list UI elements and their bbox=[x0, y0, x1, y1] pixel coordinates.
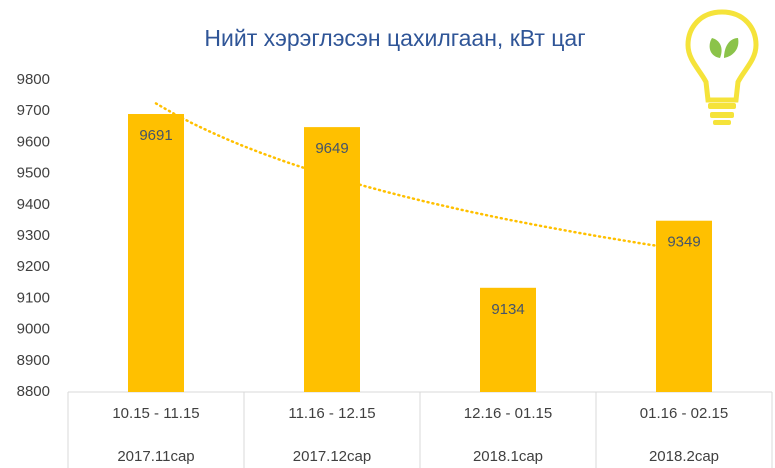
data-label: 9649 bbox=[315, 140, 348, 157]
x-group-label: 2017.11сар bbox=[117, 448, 194, 465]
data-label: 9349 bbox=[667, 234, 700, 251]
x-tick-label: 10.15 - 11.15 bbox=[112, 405, 199, 422]
x-group-label: 2018.2сар bbox=[649, 448, 719, 465]
x-tick-label: 11.16 - 12.15 bbox=[288, 405, 375, 422]
data-label: 9691 bbox=[139, 127, 172, 144]
bulb-icon bbox=[685, 9, 759, 125]
y-tick-label: 9100 bbox=[17, 289, 50, 306]
bar bbox=[304, 127, 360, 392]
y-tick-label: 9700 bbox=[17, 102, 50, 119]
y-tick-label: 9000 bbox=[17, 321, 50, 338]
x-group-label: 2018.1сар bbox=[473, 448, 543, 465]
y-tick-label: 9300 bbox=[17, 227, 50, 244]
bar bbox=[128, 114, 184, 393]
bar bbox=[480, 287, 536, 392]
y-tick-label: 9500 bbox=[17, 165, 50, 182]
y-tick-label: 9400 bbox=[17, 196, 50, 213]
y-tick-label: 8800 bbox=[17, 383, 50, 400]
y-tick-label: 9600 bbox=[17, 133, 50, 150]
y-tick-label: 9200 bbox=[17, 258, 50, 275]
x-tick-label: 01.16 - 02.15 bbox=[640, 405, 728, 422]
y-tick-label: 9800 bbox=[17, 71, 50, 88]
x-group-label: 2017.12сар bbox=[293, 448, 371, 465]
y-tick-label: 8900 bbox=[17, 352, 50, 369]
chart-title: Нийт хэрэглэсэн цахилгаан, кВт цаг bbox=[204, 25, 585, 51]
trendline bbox=[154, 102, 686, 252]
x-tick-label: 12.16 - 01.15 bbox=[464, 405, 552, 422]
data-label: 9134 bbox=[491, 301, 524, 318]
